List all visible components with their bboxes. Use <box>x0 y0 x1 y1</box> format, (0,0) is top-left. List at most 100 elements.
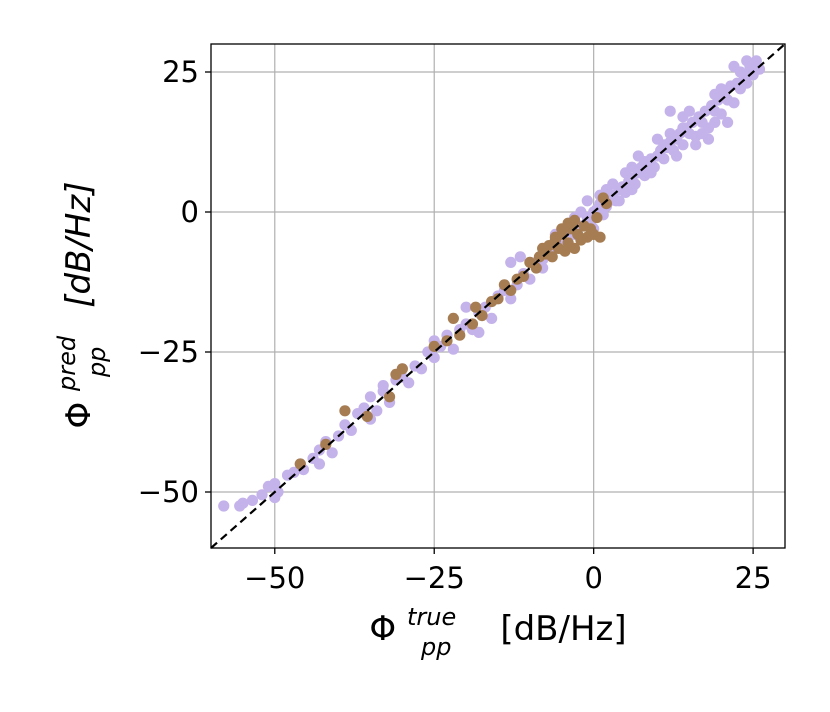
y-axis-label-subscript: pp <box>83 347 111 378</box>
data-point <box>683 105 695 117</box>
y-axis-label-superscript: pred <box>53 335 81 392</box>
identity-reference-line <box>210 43 786 549</box>
data-point <box>377 380 389 392</box>
data-point <box>505 284 517 296</box>
y-axis-label-symbol: Φ <box>59 402 99 429</box>
data-point <box>269 478 281 490</box>
x-axis-label-units: [dB/Hz] <box>500 609 626 649</box>
x-axis-label-subscript: pp <box>420 633 451 661</box>
grid <box>211 44 785 548</box>
y-axis-label-units: [dB/Hz] <box>59 181 99 307</box>
data-point <box>288 466 300 478</box>
data-point <box>741 55 753 67</box>
data-point <box>345 424 357 436</box>
data-point <box>476 310 488 322</box>
x-tick-label: 25 <box>735 561 772 595</box>
data-point <box>313 458 326 470</box>
data-point <box>728 60 740 72</box>
tick-marks <box>205 71 754 554</box>
data-point <box>600 198 613 210</box>
y-tick-label: 0 <box>181 195 199 229</box>
data-point <box>460 301 472 313</box>
data-point <box>709 116 721 128</box>
tick-labels: −50 −25 0 25 −50 −25 0 25 <box>138 55 772 595</box>
data-point <box>613 195 625 207</box>
data-point <box>677 139 689 151</box>
data-point <box>568 214 581 226</box>
data-point <box>600 184 613 196</box>
data-point <box>556 223 568 235</box>
x-tick-label: 0 <box>584 561 602 595</box>
data-point <box>364 391 377 403</box>
data-point <box>530 262 542 274</box>
data-point <box>320 438 332 450</box>
data-point <box>626 161 638 173</box>
data-point <box>447 312 459 324</box>
plot-frame <box>210 43 786 549</box>
data-point <box>237 497 249 509</box>
data-point <box>594 231 606 243</box>
data-point <box>696 128 708 140</box>
series-0 <box>218 55 766 512</box>
data-point <box>492 293 504 305</box>
series-1 <box>294 192 613 470</box>
data-point <box>722 116 734 128</box>
data-point <box>339 405 351 417</box>
data-point <box>358 402 370 414</box>
y-tick-label: −25 <box>138 335 199 369</box>
data-point <box>645 167 657 179</box>
data-point <box>383 391 396 403</box>
data-point <box>428 352 440 364</box>
data-point <box>514 251 526 263</box>
data-point <box>470 301 482 313</box>
x-axis-label-superscript: true <box>407 603 456 631</box>
x-axis-label-symbol: Φ <box>369 609 396 649</box>
data-point <box>575 206 587 218</box>
data-point <box>670 150 683 162</box>
data-point <box>639 156 651 168</box>
x-axis-label: Φ true pp [dB/Hz] <box>369 594 626 664</box>
data-point <box>591 212 603 224</box>
data-point <box>371 405 383 417</box>
data-point <box>447 343 459 355</box>
data-point <box>568 242 581 254</box>
data-point <box>664 105 676 117</box>
data-points <box>218 55 766 512</box>
data-point <box>256 489 268 501</box>
data-point <box>750 55 762 67</box>
data-point <box>269 492 281 504</box>
data-point <box>326 447 338 459</box>
data-point <box>505 293 517 305</box>
data-point <box>677 122 689 134</box>
data-point <box>396 363 408 375</box>
x-tick-label: −50 <box>244 561 305 595</box>
data-point <box>473 326 485 338</box>
data-point <box>658 153 670 165</box>
x-tick-label: −25 <box>404 561 465 595</box>
data-point <box>664 128 676 140</box>
data-point <box>728 97 740 109</box>
data-point <box>294 458 306 470</box>
data-point <box>753 63 766 75</box>
data-point <box>218 500 230 512</box>
y-axis-label: Φ pred pp [dB/Hz] <box>44 181 114 428</box>
data-point <box>546 251 558 263</box>
data-point <box>715 83 727 95</box>
data-point <box>361 410 373 422</box>
data-point <box>454 329 466 341</box>
data-point <box>486 312 498 324</box>
data-point <box>626 184 638 196</box>
data-point <box>559 245 571 257</box>
y-tick-label: 25 <box>162 55 199 89</box>
data-point <box>428 340 440 352</box>
data-point <box>549 231 562 243</box>
data-point <box>246 494 259 506</box>
data-point <box>517 270 530 282</box>
data-point <box>658 139 670 151</box>
data-point <box>690 139 702 151</box>
data-point <box>715 108 727 120</box>
y-tick-label: −50 <box>138 475 199 509</box>
data-point <box>505 256 517 268</box>
data-point <box>415 363 428 375</box>
